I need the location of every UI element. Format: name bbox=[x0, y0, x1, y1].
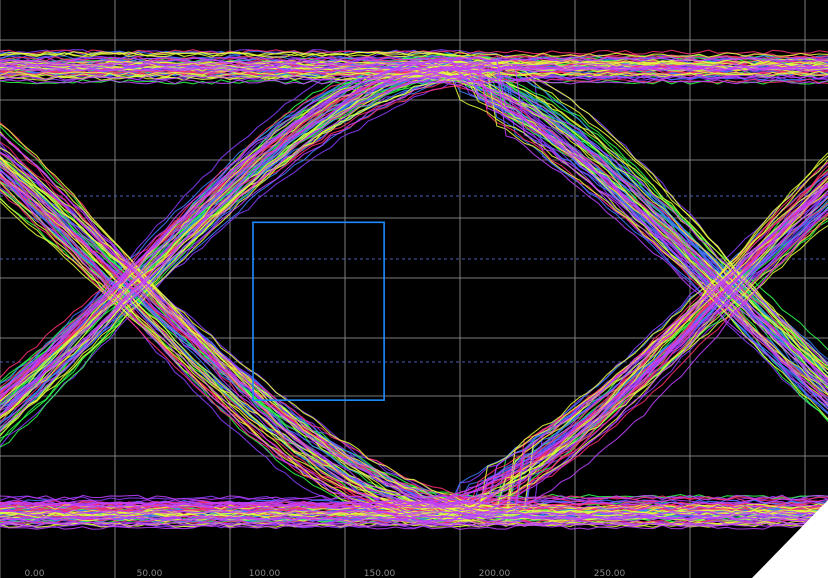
eye-trace bbox=[0, 514, 828, 521]
eye-trace bbox=[0, 157, 828, 509]
x-tick-label: 0.00 bbox=[24, 569, 44, 578]
eye-trace bbox=[0, 184, 828, 505]
eye-trace bbox=[0, 73, 828, 433]
x-tick-label: 250.00 bbox=[594, 569, 626, 578]
eye-mask-rectangle bbox=[252, 221, 385, 401]
eye-trace bbox=[0, 509, 828, 515]
eye-trace bbox=[0, 61, 828, 392]
eye-trace bbox=[0, 208, 828, 508]
eye-trace bbox=[0, 70, 828, 385]
eye-trace bbox=[0, 521, 828, 528]
eye-trace bbox=[0, 521, 828, 527]
eye-trace bbox=[0, 79, 828, 85]
eye-trace bbox=[0, 66, 828, 428]
x-tick-label: 150.00 bbox=[364, 569, 396, 578]
eye-trace bbox=[0, 521, 828, 527]
eye-trace bbox=[0, 56, 828, 62]
x-tick-label: 50.00 bbox=[137, 569, 163, 578]
eye-trace bbox=[0, 182, 828, 510]
eye-trace bbox=[0, 72, 828, 404]
eye-trace bbox=[0, 74, 828, 81]
x-axis-tick-labels: 0.00 50.00 100.00 150.00 200.00 250.00 bbox=[24, 569, 625, 578]
eye-trace bbox=[0, 494, 828, 501]
x-tick-label: 200.00 bbox=[479, 569, 511, 578]
eye-trace bbox=[0, 184, 828, 515]
eye-trace bbox=[0, 177, 828, 525]
eye-trace bbox=[0, 49, 828, 374]
eye-trace bbox=[0, 78, 828, 395]
eye-traces bbox=[0, 49, 828, 530]
eye-trace bbox=[0, 51, 828, 378]
eye-trace bbox=[0, 58, 828, 386]
page-corner-fold bbox=[752, 500, 828, 578]
eye-trace bbox=[0, 132, 828, 518]
eye-trace bbox=[0, 49, 828, 55]
eye-trace bbox=[0, 65, 828, 400]
eye-trace bbox=[0, 158, 828, 510]
eye-trace bbox=[0, 524, 828, 530]
eye-trace bbox=[0, 133, 828, 511]
eye-trace bbox=[0, 183, 828, 509]
eye-trace bbox=[0, 123, 828, 513]
eye-trace bbox=[0, 62, 828, 68]
eye-trace bbox=[0, 55, 828, 415]
eye-trace bbox=[0, 172, 828, 517]
x-tick-label: 100.00 bbox=[249, 569, 281, 578]
eye-trace bbox=[0, 72, 828, 396]
eye-trace bbox=[0, 170, 828, 526]
eye-trace bbox=[0, 510, 828, 516]
